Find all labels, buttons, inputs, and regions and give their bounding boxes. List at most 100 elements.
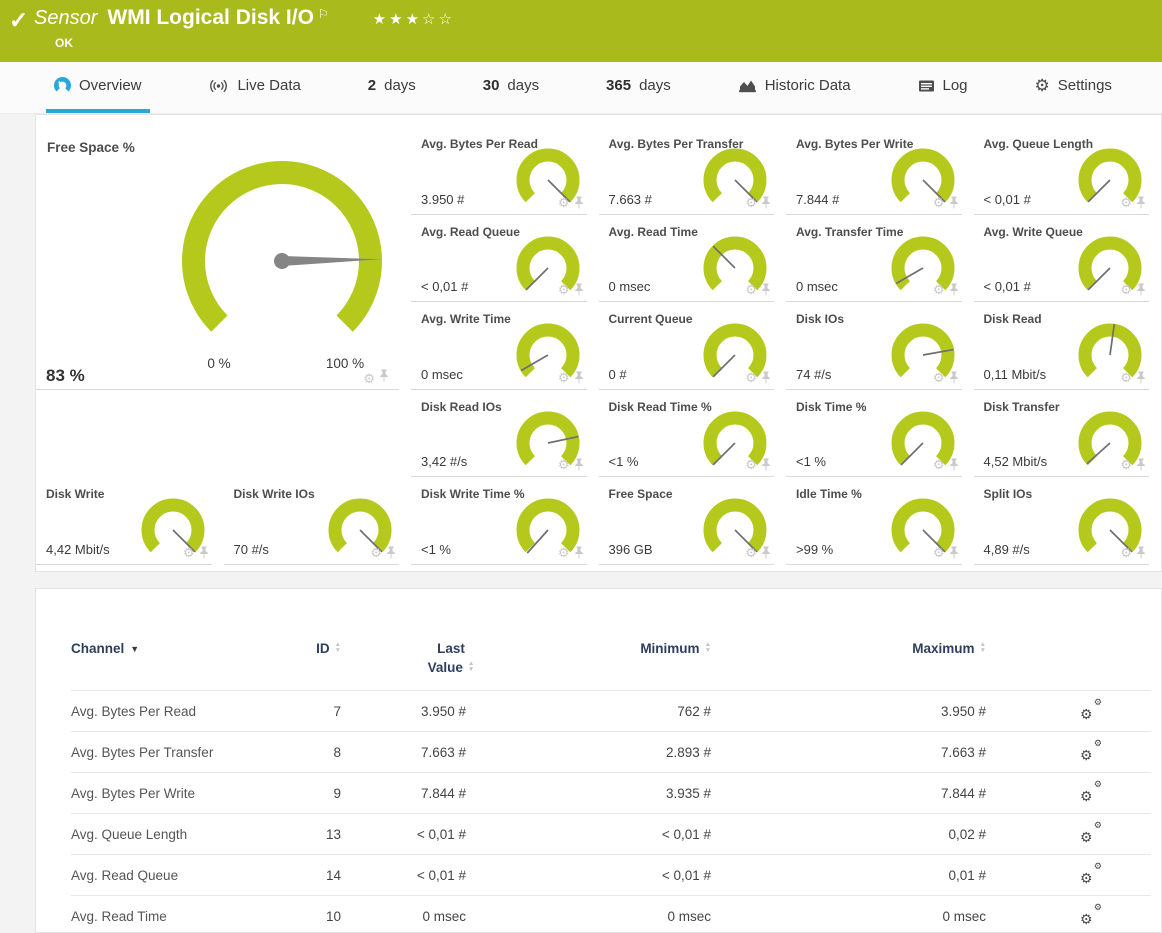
pin-icon[interactable] [761,283,771,296]
gauge-cell-avg-bytes-per-write[interactable]: Avg. Bytes Per Write 7.844 # ⚙ [786,127,962,215]
tab-30-days[interactable]: 30 days [475,62,547,113]
gear-icon[interactable]: ⚙ [1120,544,1132,560]
pin-icon[interactable] [761,458,771,471]
pin-icon[interactable] [574,196,584,209]
tab-log[interactable]: Log [910,62,976,113]
gauge-cell-idle-time-pct[interactable]: Idle Time % >99 % ⚙ [786,477,962,565]
tab-365-days[interactable]: 365 days [598,62,679,113]
channel-name[interactable]: Avg. Bytes Per Transfer [71,731,316,773]
pin-icon[interactable] [574,546,584,559]
gear-icon[interactable]: ⚙ [1120,457,1132,472]
channel-name[interactable]: Avg. Queue Length [71,813,316,855]
gear-icon[interactable]: ⚙ [745,282,757,297]
tab-settings[interactable]: ⚙ Settings [1026,62,1119,113]
column-header-minimum[interactable]: Minimum ▲ ▼ [511,639,756,691]
tab-2-days[interactable]: 2 days [360,62,424,113]
tab-live-data[interactable]: Live Data [200,62,308,113]
gear-icon[interactable]: ⚙ [557,194,570,210]
gear-icon[interactable]: ⚙ [745,544,757,560]
gauge-cell-avg-bytes-per-transfer[interactable]: Avg. Bytes Per Transfer 7.663 # ⚙ [598,127,774,215]
gauge-cell-disk-time-pct[interactable]: Disk Time % <1 % ⚙ [786,390,962,477]
gear-icon[interactable]: ⚙ [1120,194,1132,210]
pin-icon[interactable] [949,283,959,296]
gauge-cell-avg-read-queue[interactable]: Avg. Read Queue < 0,01 # ⚙ [411,215,587,302]
channel-settings-icon[interactable]: ⚙ ⚙ [1080,778,1102,804]
channel-name[interactable]: Avg. Bytes Per Read [71,690,316,732]
gauge-cell-avg-queue-length[interactable]: Avg. Queue Length < 0,01 # ⚙ [973,127,1149,215]
pin-icon[interactable] [1136,371,1146,384]
sort-icon: ▲ ▼ [704,641,711,655]
pin-icon[interactable] [761,196,771,209]
pin-icon[interactable] [199,546,209,559]
gauge-cell-avg-write-time[interactable]: Avg. Write Time 0 msec ⚙ [411,302,587,390]
gauge-cell-disk-read-time-pct[interactable]: Disk Read Time % <1 % ⚙ [598,390,774,477]
pin-icon[interactable] [1136,458,1146,471]
gear-icon[interactable]: ⚙ [745,457,757,472]
gauge-cell-free-space-pct[interactable]: Free Space % 0 % 100 % 83 % ⚙ [36,127,399,390]
gauge-cell-avg-read-time[interactable]: Avg. Read Time 0 msec ⚙ [598,215,774,302]
gear-icon[interactable]: ⚙ [745,194,757,210]
gauge-cell-avg-bytes-per-read[interactable]: Avg. Bytes Per Read 3.950 # ⚙ [411,127,587,215]
gear-icon[interactable]: ⚙ [1120,369,1132,385]
tab-historic-data[interactable]: Historic Data [730,62,859,113]
pin-icon[interactable] [1136,283,1146,296]
pin-icon[interactable] [574,458,584,471]
pin-icon[interactable] [386,546,396,559]
flag-icon[interactable]: ⚐ [317,6,329,21]
channel-settings-icon[interactable]: ⚙ ⚙ [1080,737,1102,763]
channel-settings-icon[interactable]: ⚙ ⚙ [1080,696,1102,722]
pin-icon[interactable] [379,369,389,387]
gauge-cell-disk-read-ios[interactable]: Disk Read IOs 3,42 #/s ⚙ [411,390,587,477]
pin-icon[interactable] [1136,196,1146,209]
channel-gauge [328,498,392,562]
pin-icon[interactable] [761,546,771,559]
gauge-cell-disk-write[interactable]: Disk Write 4,42 Mbit/s ⚙ [36,477,212,565]
gear-icon[interactable]: ⚙ [557,544,570,560]
pin-icon[interactable] [949,371,959,384]
channel-settings-icon[interactable]: ⚙ ⚙ [1080,901,1102,927]
gear-icon[interactable]: ⚙ [745,369,757,385]
gear-icon[interactable]: ⚙ [557,369,570,385]
pin-icon[interactable] [574,283,584,296]
gear-icon[interactable]: ⚙ [932,194,945,210]
pin-icon[interactable] [574,371,584,384]
column-header-channel[interactable]: Channel ▼ [71,639,316,691]
cell-tools: ⚙ [745,196,771,209]
gauge-cell-disk-read[interactable]: Disk Read 0,11 Mbit/s ⚙ [973,302,1149,390]
gauge-cell-avg-transfer-time[interactable]: Avg. Transfer Time 0 msec ⚙ [786,215,962,302]
channel-name[interactable]: Avg. Bytes Per Write [71,772,316,814]
gauge-cell-disk-write-ios[interactable]: Disk Write IOs 70 #/s ⚙ [223,477,399,565]
column-header-id[interactable]: ID ▲ ▼ [316,639,391,691]
gauge-cell-disk-ios[interactable]: Disk IOs 74 #/s ⚙ [786,302,962,390]
pin-icon[interactable] [949,458,959,471]
gear-icon[interactable]: ⚙ [1120,282,1132,297]
rating-stars[interactable]: ★★★☆☆ [372,11,455,28]
gauge-cell-disk-transfer[interactable]: Disk Transfer 4,52 Mbit/s ⚙ [973,390,1149,477]
channel-name[interactable]: Avg. Read Time [71,895,316,932]
gear-icon[interactable]: ⚙ [557,457,570,472]
pin-icon[interactable] [949,196,959,209]
gear-icon[interactable]: ⚙ [557,282,570,297]
gauge-cell-avg-write-queue[interactable]: Avg. Write Queue < 0,01 # ⚙ [973,215,1149,302]
column-header-maximum[interactable]: Maximum ▲ ▼ [756,639,1031,691]
gear-icon[interactable]: ⚙ [932,457,945,472]
gauge-cell-disk-write-time-pct[interactable]: Disk Write Time % <1 % ⚙ [411,477,587,565]
gauge-cell-free-space[interactable]: Free Space 396 GB ⚙ [598,477,774,565]
gear-icon[interactable]: ⚙ [932,544,945,560]
channel-name[interactable]: Avg. Read Queue [71,854,316,896]
column-header-last-value[interactable]: Last Value ▲ ▼ [391,639,511,691]
gear-icon[interactable]: ⚙ [182,544,195,560]
gauge-cell-current-queue[interactable]: Current Queue 0 # ⚙ [598,302,774,390]
status-check-icon: ✓ [9,7,29,33]
pin-icon[interactable] [949,546,959,559]
gear-icon[interactable]: ⚙ [932,369,945,385]
gear-icon[interactable]: ⚙ [370,544,382,560]
gauge-cell-split-ios[interactable]: Split IOs 4,89 #/s ⚙ [973,477,1149,565]
tab-overview[interactable]: Overview [46,62,150,113]
gear-icon[interactable]: ⚙ [932,282,945,297]
channel-settings-icon[interactable]: ⚙ ⚙ [1080,860,1102,886]
pin-icon[interactable] [761,371,771,384]
gear-icon[interactable]: ⚙ [363,370,375,386]
pin-icon[interactable] [1136,546,1146,559]
channel-settings-icon[interactable]: ⚙ ⚙ [1080,819,1102,845]
